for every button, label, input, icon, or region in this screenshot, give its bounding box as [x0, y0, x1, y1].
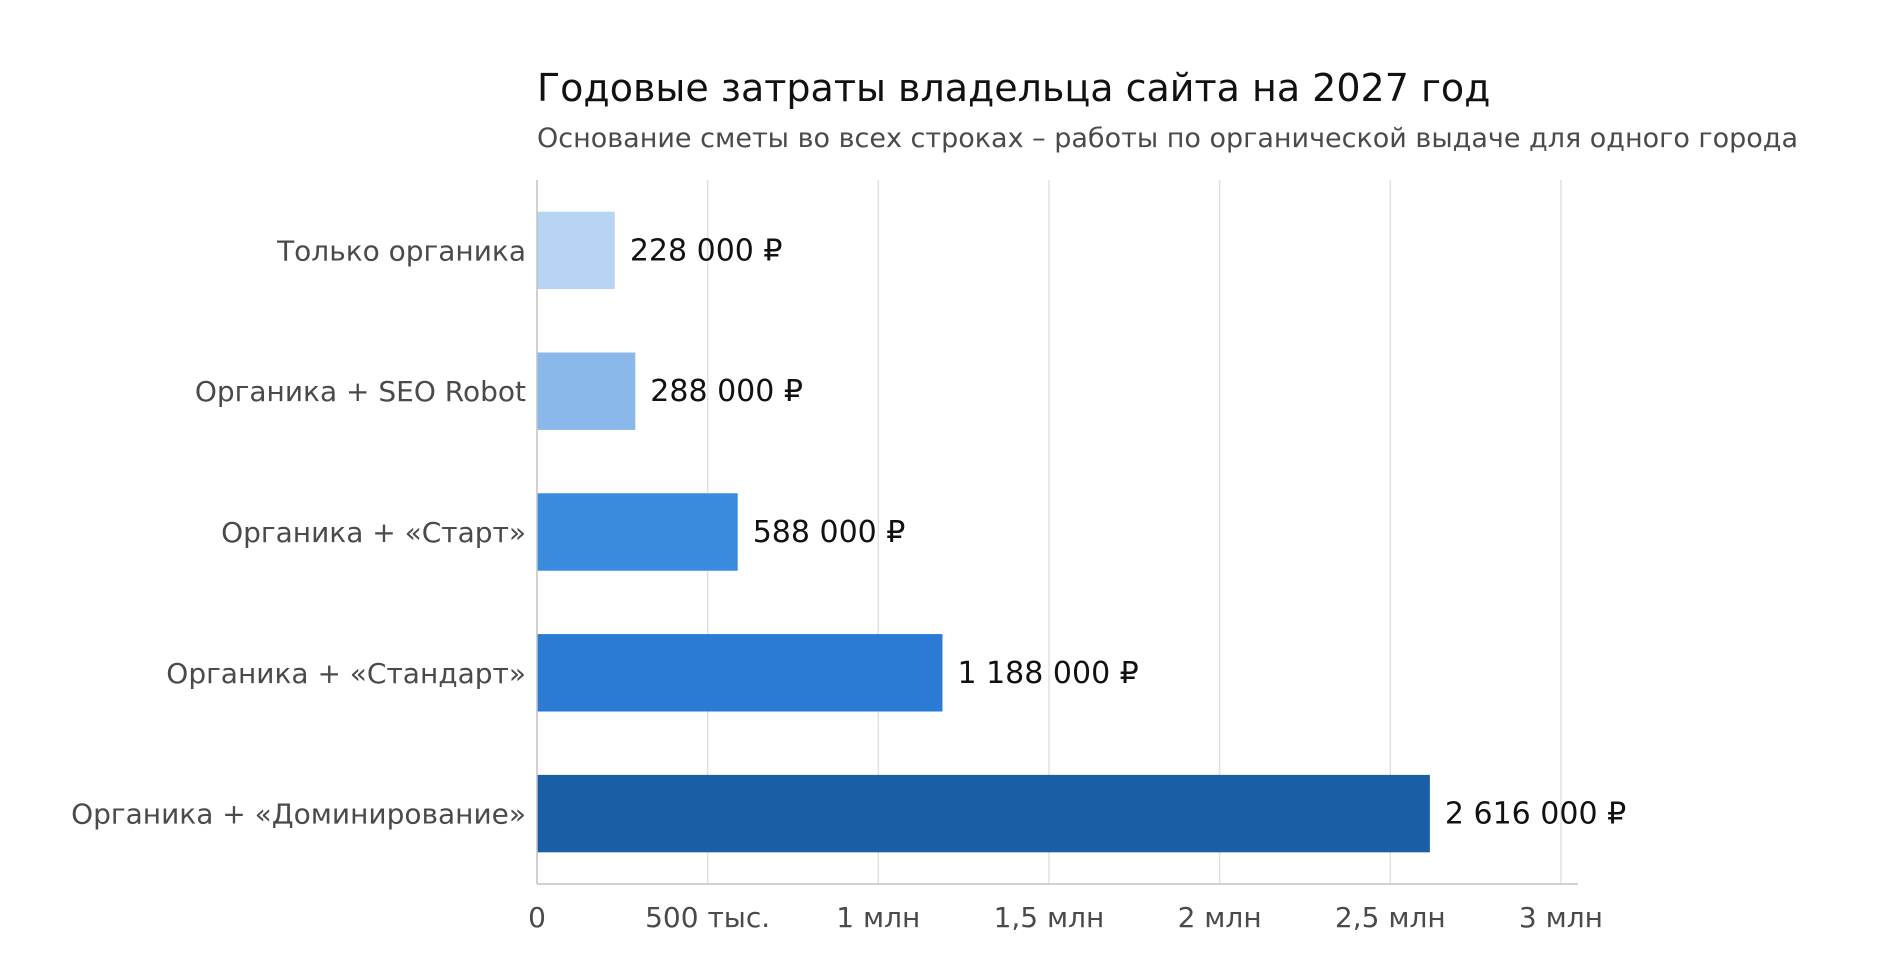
axes: [536, 180, 1578, 885]
chart-title: Годовые затраты владельца сайта на 2027 …: [537, 66, 1490, 110]
bar-3: [537, 634, 943, 712]
bar-0: [537, 211, 615, 290]
bar-4: [537, 774, 1430, 853]
bars: [537, 211, 1430, 853]
x-tick-label-0: 0: [528, 901, 546, 934]
value-label-3: 1 188 000 ₽: [957, 656, 1138, 691]
category-label-1: Органика + SEO Robot: [195, 375, 526, 408]
category-label-2: Органика + «Старт»: [221, 516, 526, 549]
bar-2: [537, 493, 738, 571]
x-tick-label-6: 3 млн: [1519, 901, 1603, 934]
x-tick-label-3: 1,5 млн: [994, 901, 1105, 934]
chart-subtitle: Основание сметы во всех строках – работы…: [537, 123, 1798, 154]
labels: Только органика 228 000 ₽ Органика + SEO R…: [71, 233, 1626, 934]
x-tick-label-2: 1 млн: [836, 901, 920, 934]
value-label-1: 288 000 ₽: [650, 374, 803, 409]
x-tick-label-1: 500 тыс.: [645, 901, 770, 934]
category-label-3: Органика + «Стандарт»: [166, 657, 526, 690]
x-tick-label-5: 2,5 млн: [1335, 901, 1446, 934]
category-label-4: Органика + «Доминирование»: [71, 798, 526, 831]
value-label-4: 2 616 000 ₽: [1445, 797, 1626, 832]
bar-1: [537, 352, 636, 430]
value-label-2: 588 000 ₽: [753, 515, 906, 550]
grid-lines: [706, 180, 1562, 884]
value-label-0: 228 000 ₽: [630, 233, 783, 268]
category-label-0: Только органика: [276, 234, 526, 267]
x-tick-label-4: 2 млн: [1178, 901, 1262, 934]
